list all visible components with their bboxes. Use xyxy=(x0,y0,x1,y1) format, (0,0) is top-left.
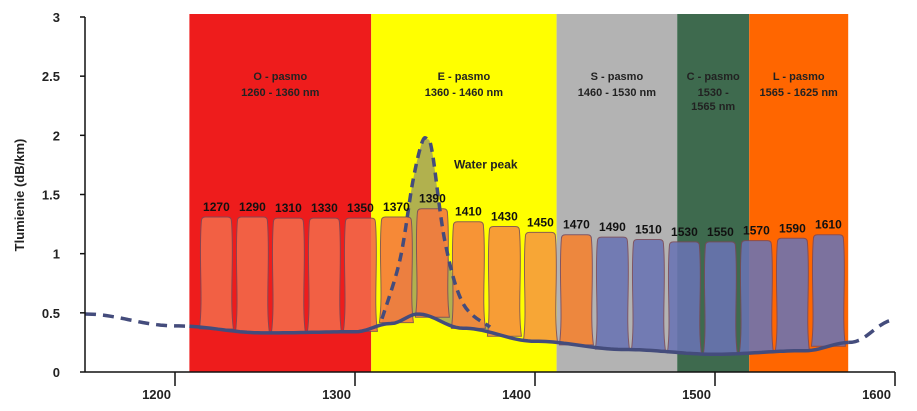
channel-1530 xyxy=(666,241,702,354)
channel-1590 xyxy=(774,237,810,352)
channel-label-1310: 1310 xyxy=(275,201,302,215)
x-tick-label-0: 1200 xyxy=(142,387,171,402)
channel-1270 xyxy=(198,216,234,330)
y-tick-label-2: 1 xyxy=(53,247,60,262)
channel-label-1570: 1570 xyxy=(743,224,770,238)
channel-label-1510: 1510 xyxy=(635,222,662,236)
channel-label-1350: 1350 xyxy=(347,201,374,215)
channel-label-1610: 1610 xyxy=(815,218,842,232)
band-range-2: 1460 - 1530 nm xyxy=(578,87,656,99)
band-range-0: 1260 - 1360 nm xyxy=(241,87,319,99)
band-name-2: S - pasmo xyxy=(591,71,644,83)
band-range-4: 1565 - 1625 nm xyxy=(760,87,838,99)
channel-1290 xyxy=(234,216,270,334)
attenuation-line xyxy=(189,312,849,357)
y-tick-label-6: 3 xyxy=(53,10,60,25)
channel-1350 xyxy=(342,217,378,332)
y-tick-label-1: 0.5 xyxy=(42,306,60,321)
channel-1430 xyxy=(486,225,522,337)
y-axis-label: Tlumienie (dB/km) xyxy=(12,139,27,252)
channel-1310 xyxy=(270,217,306,334)
channel-label-1450: 1450 xyxy=(527,215,554,229)
axes-layer: 0 0.5 1 1.5 2 2.5 3 1200 1300 1400 1500 1600 Tlumien… xyxy=(12,10,896,402)
channel-label-1330: 1330 xyxy=(311,201,338,215)
band-range-1: 1360 - 1460 nm xyxy=(425,87,503,99)
annotation-water-peak: Water peak xyxy=(454,157,518,171)
channel-label-1550: 1550 xyxy=(707,225,734,239)
channel-1510 xyxy=(630,238,666,351)
channel-1470 xyxy=(558,234,594,346)
x-tick-label-2: 1400 xyxy=(502,387,531,402)
channel-1390 xyxy=(414,208,450,318)
channel-label-1290: 1290 xyxy=(239,200,266,214)
y-tick-label-0: 0 xyxy=(53,365,60,380)
channel-label-1590: 1590 xyxy=(779,221,806,235)
x-tick-label-3: 1500 xyxy=(682,387,711,402)
channel-1450 xyxy=(522,231,558,342)
channel-1330 xyxy=(306,217,342,333)
band-range-3-0: 1530 - xyxy=(698,87,730,99)
x-tick-label-1: 1300 xyxy=(322,387,351,402)
channel-label-1430: 1430 xyxy=(491,209,518,223)
y-tick-label-5: 2.5 xyxy=(42,69,60,84)
channel-label-1470: 1470 xyxy=(563,218,590,232)
y-tick-label-3: 1.5 xyxy=(42,188,60,203)
channel-label-1390: 1390 xyxy=(419,192,446,206)
band-name-0: O - pasmo xyxy=(253,71,307,83)
channel-label-1270: 1270 xyxy=(203,200,230,214)
channel-label-1490: 1490 xyxy=(599,220,626,234)
channel-label-1410: 1410 xyxy=(455,205,482,219)
channel-1490 xyxy=(594,236,630,350)
y-tick-label-4: 2 xyxy=(53,128,60,143)
x-tick-label-4: 1600 xyxy=(862,387,891,402)
band-name-3: C - pasmo xyxy=(687,71,740,83)
channel-label-1530: 1530 xyxy=(671,225,698,239)
channel-label-1370: 1370 xyxy=(383,200,410,214)
attenuation-line-left xyxy=(84,312,190,329)
channel-1550 xyxy=(702,241,738,355)
channel-1570 xyxy=(738,240,774,354)
labels-layer: O - pasmo 1260 - 1360 nm E - pasmo 1360 - 1… xyxy=(203,71,842,239)
band-name-4: L - pasmo xyxy=(773,71,825,83)
band-range-3-1: 1565 nm xyxy=(691,101,735,113)
attenuation-line-right xyxy=(848,318,896,345)
band-name-1: E - pasmo xyxy=(438,71,491,83)
channel-1610 xyxy=(810,234,846,347)
channel-1410 xyxy=(450,221,486,329)
lines-layer xyxy=(84,136,896,357)
